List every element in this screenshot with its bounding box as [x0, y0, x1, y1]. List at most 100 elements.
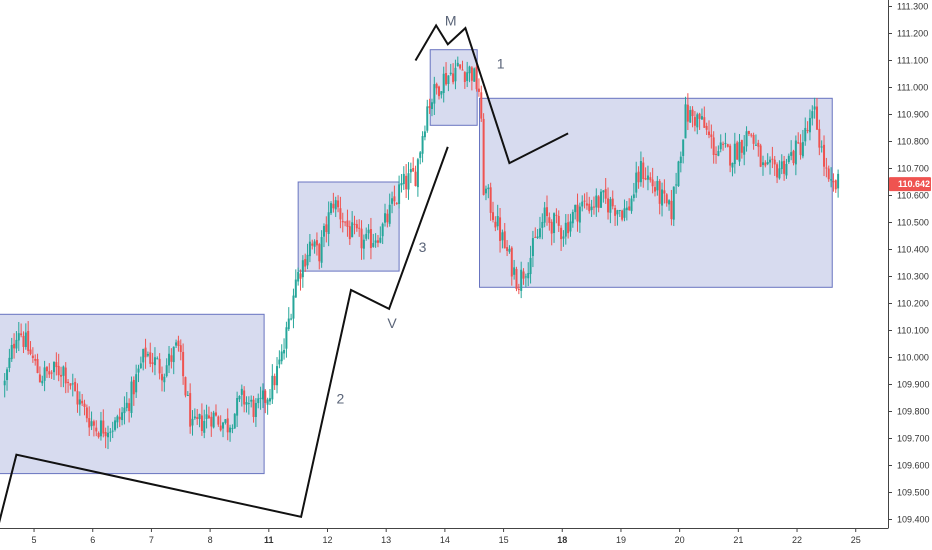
candle-body: [548, 217, 551, 223]
candle-body: [712, 137, 715, 155]
candle-body: [313, 241, 316, 247]
wave-line: [414, 23, 569, 165]
candle-body: [337, 200, 340, 208]
candle-body: [17, 333, 20, 341]
price-tick-label: 111.000: [897, 83, 928, 93]
price-tick-label: 110.000: [897, 353, 929, 363]
candle-body: [88, 418, 91, 428]
candle-body: [682, 139, 685, 156]
candle-body: [362, 239, 365, 249]
wave-label: 2: [337, 390, 345, 406]
candle-body: [792, 150, 795, 164]
time-tick-label: 7: [149, 535, 154, 545]
candle-body: [438, 86, 441, 97]
candle-body: [90, 421, 93, 427]
candle-body: [210, 416, 213, 427]
time-tick-label: 15: [499, 535, 509, 545]
candle-body: [38, 374, 41, 383]
candle-body: [367, 229, 370, 234]
candle-body: [332, 203, 335, 209]
candle-body: [137, 368, 140, 373]
candle-body: [672, 186, 675, 220]
candle-body: [247, 403, 250, 405]
candle-body: [635, 172, 638, 193]
candle-body: [595, 195, 598, 208]
time-tick-label: 19: [616, 535, 626, 545]
candle-body: [151, 362, 154, 364]
candle-body: [384, 213, 387, 223]
candle-body: [191, 418, 194, 426]
candle-body: [503, 231, 506, 249]
candle-body: [745, 131, 748, 147]
candle-body: [604, 189, 607, 199]
candle-body: [546, 207, 549, 217]
candle-body: [543, 207, 546, 223]
candle-body: [790, 152, 793, 156]
candle-body: [743, 146, 746, 155]
candle-body: [423, 131, 426, 138]
candle-body: [689, 110, 692, 123]
candle-body: [99, 420, 102, 437]
current-price-label: 110.642: [898, 179, 930, 189]
candle-body: [149, 352, 152, 364]
candle-body: [207, 415, 210, 419]
candle-body: [266, 399, 269, 405]
price-axis-bg: [888, 0, 932, 550]
candle-body: [233, 413, 236, 429]
candle-body: [114, 420, 117, 430]
candle-body: [830, 179, 833, 181]
candle-body: [623, 208, 626, 218]
wave-label: 1: [497, 56, 505, 72]
candle-body: [125, 402, 128, 409]
candle-body: [639, 161, 642, 183]
candle-body: [412, 168, 415, 172]
candle-body: [170, 355, 173, 362]
candle-body: [280, 351, 283, 362]
candle-body: [15, 339, 18, 349]
candle-body: [386, 213, 389, 223]
price-tick-label: 110.200: [897, 299, 929, 309]
candle-body: [499, 217, 502, 241]
candle-body: [541, 221, 544, 228]
candle-body: [736, 142, 739, 160]
candle-body: [83, 403, 86, 407]
candle-body: [351, 222, 354, 238]
candle-body: [92, 421, 95, 426]
candle-body: [440, 91, 443, 95]
candle-body: [670, 200, 673, 220]
candle-body: [34, 359, 37, 361]
candle-body: [449, 72, 452, 75]
candle-body: [614, 207, 617, 216]
candle-body: [597, 196, 600, 208]
candle-body: [168, 353, 171, 366]
candle-body: [189, 393, 192, 427]
candle-body: [264, 390, 267, 403]
candle-body: [50, 372, 53, 374]
candle-body: [121, 412, 124, 421]
candle-body: [506, 247, 509, 251]
candle-body: [583, 200, 586, 202]
candle-body: [393, 196, 396, 202]
candle-body: [153, 357, 156, 366]
candle-body: [13, 343, 16, 349]
candle-body: [618, 209, 621, 211]
candle-body: [395, 202, 398, 204]
candle-body: [205, 414, 208, 419]
candle-body: [722, 143, 725, 145]
candle-body: [592, 206, 595, 208]
candle-body: [729, 145, 732, 166]
candle-body: [480, 92, 483, 119]
price-tick-label: 109.900: [897, 380, 930, 390]
candle-body: [470, 67, 473, 81]
candle-body: [261, 390, 264, 400]
candle-body: [236, 398, 239, 416]
candle-body: [177, 340, 180, 346]
candle-body: [637, 171, 640, 183]
candle-body: [182, 351, 185, 377]
candle-body: [679, 156, 682, 164]
candle-body: [320, 237, 323, 263]
candle-body: [677, 161, 680, 187]
candle-body: [820, 146, 823, 148]
candle-body: [534, 236, 537, 238]
candle-body: [698, 113, 701, 119]
